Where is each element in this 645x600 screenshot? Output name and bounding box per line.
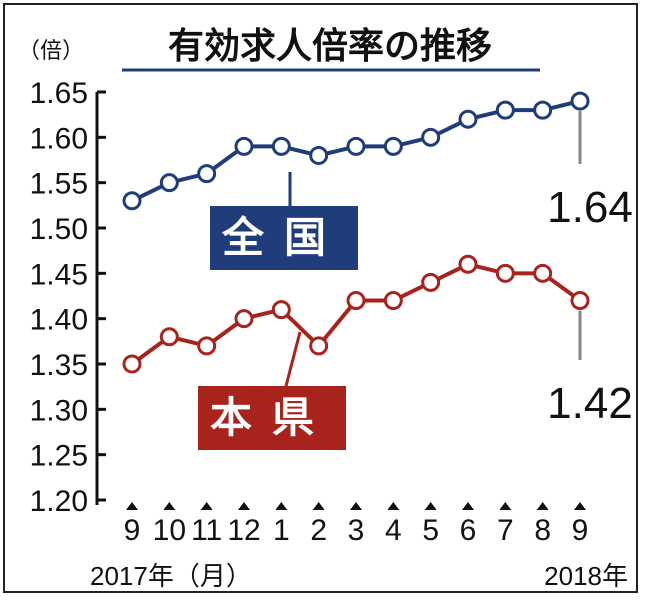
x-tick-label: 9 [124, 514, 141, 547]
x-tick-label: 10 [153, 514, 186, 547]
x-tick-mark [350, 502, 362, 510]
y-tick-label: 1.30 [30, 394, 88, 427]
data-point [122, 191, 142, 211]
data-point [309, 145, 329, 165]
data-point [495, 263, 515, 283]
data-point [495, 100, 515, 120]
x-start-label: 2017年（月） [90, 561, 252, 591]
chart-frame [3, 3, 638, 593]
x-tick-label: 9 [572, 514, 589, 547]
y-tick-label: 1.35 [30, 349, 88, 382]
legend-box [210, 206, 358, 270]
data-point [533, 263, 553, 283]
x-tick-label: 12 [227, 514, 260, 547]
data-point [346, 291, 366, 311]
x-tick-label: 4 [385, 514, 402, 547]
data-point [346, 136, 366, 156]
x-tick-mark [536, 502, 549, 510]
x-tick-mark [499, 502, 512, 510]
x-tick-mark [126, 502, 138, 510]
data-point [197, 336, 217, 356]
data-point [421, 127, 441, 147]
x-tick-mark [424, 502, 437, 510]
data-point [271, 300, 291, 320]
x-tick-mark [238, 502, 250, 510]
y-axis-unit: （倍） [18, 39, 84, 64]
x-tick-label: 6 [460, 514, 477, 547]
data-point [159, 327, 179, 347]
legend-leader-line [284, 331, 302, 387]
chart-title: 有効求人倍率の推移 [168, 26, 492, 67]
x-tick-label: 11 [191, 514, 222, 547]
data-point [421, 272, 441, 292]
data-point [383, 291, 403, 311]
data-point [122, 354, 142, 374]
data-point [159, 173, 179, 193]
x-tick-mark [462, 502, 474, 510]
data-point [234, 309, 254, 329]
y-tick-label: 1.20 [30, 485, 88, 518]
y-tick-label: 1.25 [30, 440, 88, 473]
legend-box [198, 386, 346, 450]
data-point [383, 136, 403, 156]
x-tick-mark [163, 502, 176, 510]
x-tick-label: 3 [348, 514, 365, 547]
legend-label: 本県 [210, 393, 334, 442]
data-point [234, 136, 254, 156]
y-tick-label: 1.55 [30, 168, 88, 201]
data-point [570, 91, 590, 111]
data-point [458, 254, 478, 274]
data-point [570, 291, 590, 311]
x-tick-mark [574, 502, 586, 510]
x-tick-label: 1 [273, 514, 290, 547]
y-tick-label: 1.45 [30, 258, 88, 291]
x-tick-label: 7 [497, 514, 514, 547]
last-value-label: 1.64 [547, 183, 633, 232]
legend-label: 全国 [221, 213, 346, 262]
x-tick-mark [275, 502, 288, 510]
y-tick-label: 1.60 [30, 122, 88, 155]
x-end-label: 2018年 [544, 561, 628, 591]
last-value-label: 1.42 [547, 379, 633, 428]
y-tick-label: 1.40 [30, 304, 88, 337]
data-point [271, 136, 291, 156]
data-point [458, 109, 478, 129]
x-tick-label: 2 [310, 514, 327, 547]
y-tick-label: 1.50 [30, 213, 88, 246]
x-tick-mark [312, 502, 325, 510]
y-tick-label: 1.65 [30, 77, 88, 110]
data-point [309, 336, 329, 356]
data-point [197, 164, 217, 184]
x-tick-label: 5 [422, 514, 439, 547]
data-point [533, 100, 553, 120]
x-tick-mark [200, 502, 213, 510]
x-tick-mark [387, 502, 400, 510]
x-tick-label: 8 [534, 514, 551, 547]
